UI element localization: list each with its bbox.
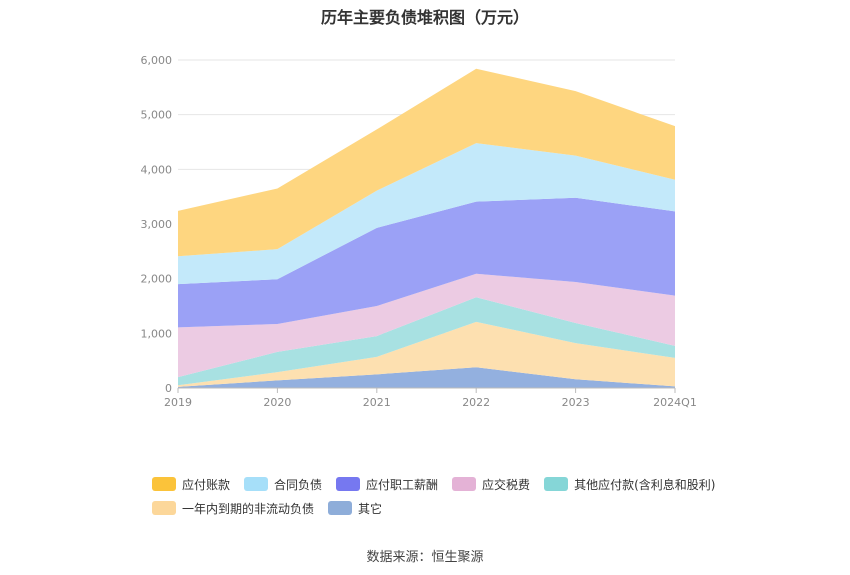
legend-label: 合同负债 <box>274 477 323 492</box>
y-tick-label: 2,000 <box>141 273 173 286</box>
y-tick-label: 1,000 <box>141 327 173 340</box>
legend-label: 一年内到期的非流动负债 <box>182 501 315 516</box>
area-series-5 <box>178 143 675 285</box>
legend-swatch <box>328 501 353 515</box>
y-tick-label: 0 <box>165 382 172 395</box>
x-tick-label: 2022 <box>462 396 490 409</box>
area-series <box>178 68 675 388</box>
legend-label: 其他应付款(含利息和股利) <box>574 477 716 492</box>
x-tick-label: 2021 <box>363 396 391 409</box>
legend-swatch <box>152 501 176 515</box>
area-series-3 <box>178 273 675 378</box>
data-source: 数据来源：恒生聚源 <box>366 550 484 565</box>
legend-item[interactable]: 应交税费 <box>452 476 530 493</box>
legend-label: 应付账款 <box>182 477 231 492</box>
y-tick-label: 3,000 <box>141 218 173 231</box>
legend-item[interactable]: 应付职工薪酬 <box>336 476 438 493</box>
legend-swatch <box>452 477 477 491</box>
area-series-0 <box>178 367 675 388</box>
legend-label: 其它 <box>358 501 383 516</box>
legend-swatch <box>336 477 361 491</box>
x-tick-label: 2024Q1 <box>653 396 697 409</box>
area-series-2 <box>178 297 675 386</box>
x-tick-label: 2019 <box>164 396 192 409</box>
legend-item[interactable]: 一年内到期的非流动负债 <box>152 500 314 517</box>
legend-item[interactable]: 应付账款 <box>152 476 230 493</box>
legend-label: 应付职工薪酬 <box>366 477 439 492</box>
area-series-1 <box>178 321 675 387</box>
legend-swatch <box>152 477 176 491</box>
y-tick-label: 5,000 <box>141 109 173 122</box>
legend-item[interactable]: 其它 <box>328 500 382 517</box>
y-tick-label: 4,000 <box>141 163 173 176</box>
legend-swatch <box>544 477 569 491</box>
chart-title: 历年主要负债堆积图（万元） <box>320 8 529 27</box>
axes: 0 1,000 2,000 3,000 4,000 5,000 6,000 2019 2020 2… <box>141 54 697 409</box>
legend-label: 应交税费 <box>482 477 531 492</box>
x-tick-label: 2023 <box>562 396 590 409</box>
area-series-4 <box>178 197 675 328</box>
legend-item[interactable]: 合同负债 <box>244 476 322 493</box>
legend: 应付账款 合同负债 应付职工薪酬 应交税费 其他应付款(含利息和股利) 一年内到期的非流… <box>152 472 752 520</box>
legend-item[interactable]: 其他应付款(含利息和股利) <box>544 476 715 493</box>
area-series-6 <box>178 68 675 257</box>
x-tick-label: 2020 <box>263 396 291 409</box>
legend-swatch <box>244 477 269 491</box>
stacked-area-chart: 0 1,000 2,000 3,000 4,000 5,000 6,000 2019 2020 2… <box>141 54 697 409</box>
legend-row: 应付账款 合同负债 应付职工薪酬 应交税费 其他应付款(含利息和股利) <box>152 472 752 496</box>
y-tick-label: 6,000 <box>141 54 173 67</box>
legend-row: 一年内到期的非流动负债 其它 <box>152 496 752 520</box>
